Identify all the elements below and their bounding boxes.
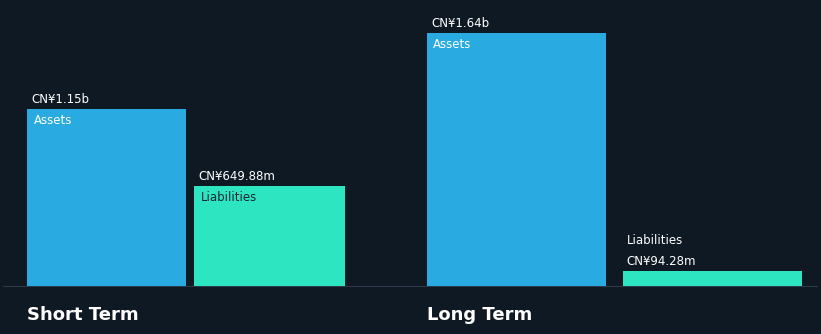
Text: CN¥1.15b: CN¥1.15b <box>31 93 89 106</box>
Text: CN¥1.64b: CN¥1.64b <box>431 17 489 30</box>
Bar <box>27 109 186 286</box>
Text: Short Term: Short Term <box>27 306 139 324</box>
Text: CN¥94.28m: CN¥94.28m <box>626 255 696 268</box>
Text: CN¥649.88m: CN¥649.88m <box>199 170 275 183</box>
Bar <box>427 33 606 286</box>
Text: Assets: Assets <box>34 114 72 127</box>
Bar <box>622 271 802 286</box>
Bar <box>195 186 346 286</box>
Text: Liabilities: Liabilities <box>626 234 683 247</box>
Text: Long Term: Long Term <box>427 306 532 324</box>
Text: Assets: Assets <box>433 38 472 51</box>
Text: Liabilities: Liabilities <box>201 191 257 204</box>
